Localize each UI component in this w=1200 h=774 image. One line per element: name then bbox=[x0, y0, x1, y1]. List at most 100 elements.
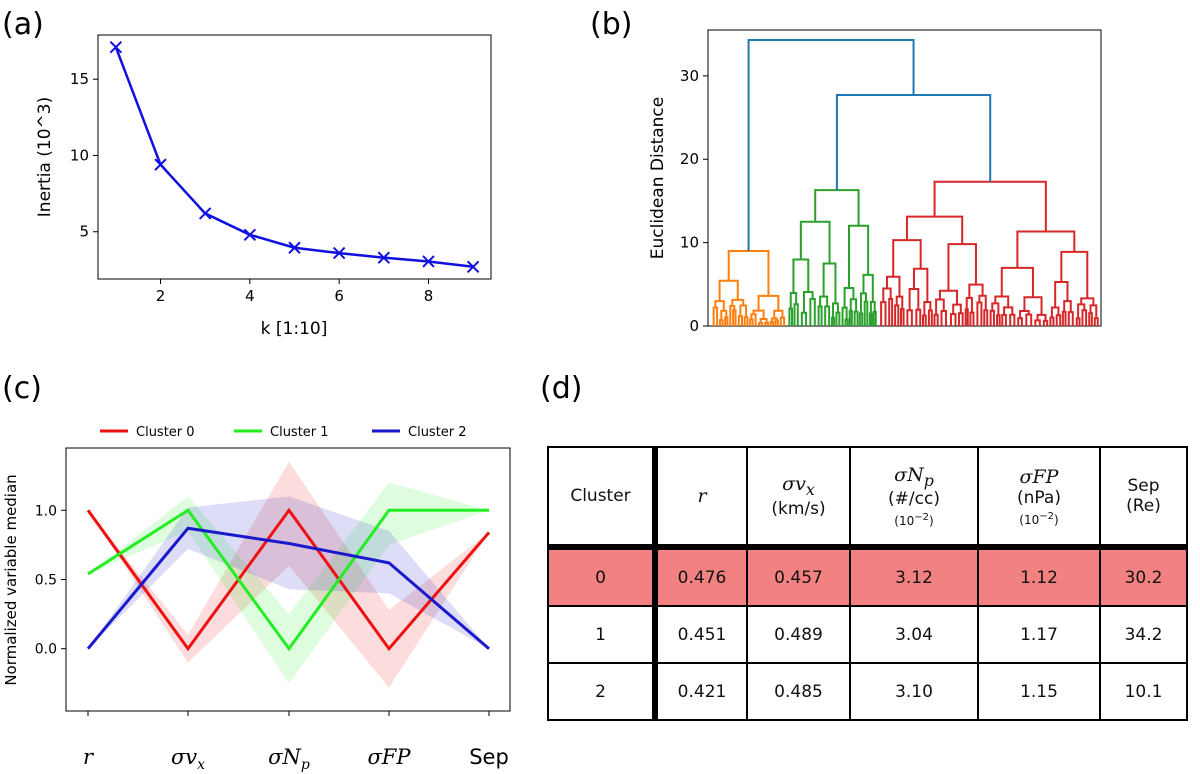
col-sigma-np: σNp (#/cc) (10−2) bbox=[850, 447, 978, 547]
cluster-table: Cluster r σvx (km/s) σNp (#/cc) (10−2) σFP(… bbox=[547, 446, 1188, 721]
dendrogram-link bbox=[1055, 282, 1067, 307]
dendrogram-link bbox=[725, 317, 727, 326]
x-tick-label: 2 bbox=[156, 287, 166, 305]
dendrogram-link bbox=[893, 240, 920, 277]
dendrogram-link bbox=[1082, 310, 1086, 326]
legend-label: Cluster 0 bbox=[136, 425, 195, 440]
cluster-table-container: Cluster r σvx (km/s) σNp (#/cc) (10−2) σFP(… bbox=[547, 446, 1188, 721]
dendrogram-link bbox=[845, 288, 854, 308]
dendrogram-link bbox=[1018, 318, 1022, 326]
cell-sigma-np: 3.04 bbox=[850, 606, 978, 663]
y-tick-label: 10 bbox=[70, 146, 89, 164]
dendrogram-link bbox=[749, 40, 914, 251]
dendrogram-link bbox=[849, 226, 868, 288]
dendrogram-frame bbox=[708, 30, 1101, 326]
cell-sep: 30.2 bbox=[1100, 547, 1187, 606]
x-tick-label: 4 bbox=[245, 287, 255, 305]
data-point-marker bbox=[110, 42, 121, 53]
dendrogram-link bbox=[1044, 321, 1047, 326]
dendrogram-link bbox=[1002, 315, 1006, 326]
dendrogram-link bbox=[802, 313, 806, 326]
x-tick-symbol: σv bbox=[171, 745, 197, 769]
cell-sigma-fp: 1.15 bbox=[978, 663, 1100, 720]
table-row: 0 0.476 0.457 3.12 1.12 30.2 bbox=[548, 547, 1187, 606]
y-tick-label: 10 bbox=[680, 234, 699, 252]
dendrogram-link bbox=[820, 297, 827, 307]
y-tick-label: 30 bbox=[680, 67, 699, 85]
dendrogram-link bbox=[907, 310, 911, 326]
dendrogram-link bbox=[837, 95, 990, 190]
y-tick-label: 0.5 bbox=[35, 573, 57, 589]
legend-label: Cluster 1 bbox=[270, 425, 329, 440]
x-tick-label: Sep bbox=[469, 745, 509, 769]
dendrogram-link bbox=[1077, 318, 1080, 326]
x-tick-symbol: σFP bbox=[367, 745, 411, 769]
cell-sep: 34.2 bbox=[1100, 606, 1187, 663]
dendrogram-link bbox=[740, 305, 746, 317]
dendrogram-link bbox=[720, 281, 738, 301]
panel-label-c: (c) bbox=[2, 371, 42, 406]
panel-label-d: (d) bbox=[540, 371, 582, 406]
dendrogram-link bbox=[977, 302, 981, 326]
dendrogram-link bbox=[865, 302, 868, 326]
elbow-line bbox=[116, 47, 473, 267]
dendrogram-link bbox=[959, 313, 963, 326]
cell-r: 0.421 bbox=[655, 663, 747, 720]
x-tick-symbol: σN bbox=[268, 745, 301, 769]
dendrogram-link bbox=[914, 269, 927, 302]
x-tick-label: r bbox=[83, 745, 95, 769]
dendrogram-link bbox=[810, 299, 814, 326]
dendrogram-link bbox=[895, 305, 898, 326]
legend-label: Cluster 2 bbox=[408, 425, 467, 440]
dendrogram-link bbox=[832, 318, 834, 326]
dendrogram-link bbox=[889, 299, 892, 326]
dendrogram-link bbox=[935, 182, 1046, 232]
dendrogram-link bbox=[750, 319, 752, 326]
cell-cluster: 0 bbox=[548, 547, 655, 606]
table-row: 1 0.451 0.489 3.04 1.17 34.2 bbox=[548, 606, 1187, 663]
dendrogram-link bbox=[936, 300, 944, 315]
dendrogram-link bbox=[775, 320, 777, 326]
col-r: r bbox=[655, 447, 747, 547]
dendrogram-link bbox=[729, 251, 769, 296]
elbow-x-label: k [1:10] bbox=[261, 319, 328, 339]
panel-label-b: (b) bbox=[590, 7, 632, 42]
y-tick-label: 0 bbox=[689, 317, 699, 335]
y-tick-label: 15 bbox=[70, 70, 89, 88]
dendrogram-chart: 0 10 20 30 Euclidean Distance bbox=[648, 30, 1101, 335]
y-tick-label: 0.0 bbox=[35, 642, 57, 658]
cluster-profile-chart: Cluster 0 Cluster 1 Cluster 2 0.0 0.5 1.0 r σv… bbox=[2, 425, 510, 773]
cell-r: 0.476 bbox=[655, 547, 747, 606]
dendrogram-link bbox=[1010, 315, 1014, 326]
dendrogram-link bbox=[970, 313, 973, 326]
dendrogram-link bbox=[1057, 315, 1060, 326]
dendrogram-link bbox=[795, 304, 798, 326]
dendrogram-link bbox=[863, 275, 872, 302]
dendrogram-link bbox=[1026, 315, 1031, 326]
dendrogram-link bbox=[1089, 313, 1092, 326]
dendrogram-link bbox=[870, 314, 872, 326]
dendrogram-link bbox=[984, 310, 987, 326]
x-tick-label: σNp bbox=[268, 745, 310, 773]
cell-cluster: 1 bbox=[548, 606, 655, 663]
dendrogram-link bbox=[855, 312, 858, 326]
dendrogram-link bbox=[1050, 318, 1053, 326]
dendrogram-link bbox=[940, 291, 957, 305]
table-header-row: Cluster r σvx (km/s) σNp (#/cc) (10−2) σFP(… bbox=[548, 447, 1187, 547]
dendrogram-link bbox=[789, 309, 792, 326]
dendrogram-link bbox=[1063, 312, 1066, 326]
dendrogram-link bbox=[761, 319, 767, 323]
dendrogram-link bbox=[1069, 312, 1073, 326]
cell-r: 0.451 bbox=[655, 606, 747, 663]
cell-sigma-np: 3.12 bbox=[850, 547, 978, 606]
dendrogram-link bbox=[874, 312, 876, 326]
dendrogram-link bbox=[1004, 307, 1012, 314]
dendrogram-link bbox=[997, 315, 1000, 326]
x-tick-label: 6 bbox=[334, 287, 344, 305]
dendrogram-link bbox=[1095, 318, 1098, 326]
dendrogram-link bbox=[881, 302, 885, 326]
dendrogram-link bbox=[923, 316, 926, 326]
dendrogram-link bbox=[966, 309, 968, 326]
dendrogram-link bbox=[901, 309, 904, 326]
x-tick-label: σFP bbox=[367, 745, 411, 769]
